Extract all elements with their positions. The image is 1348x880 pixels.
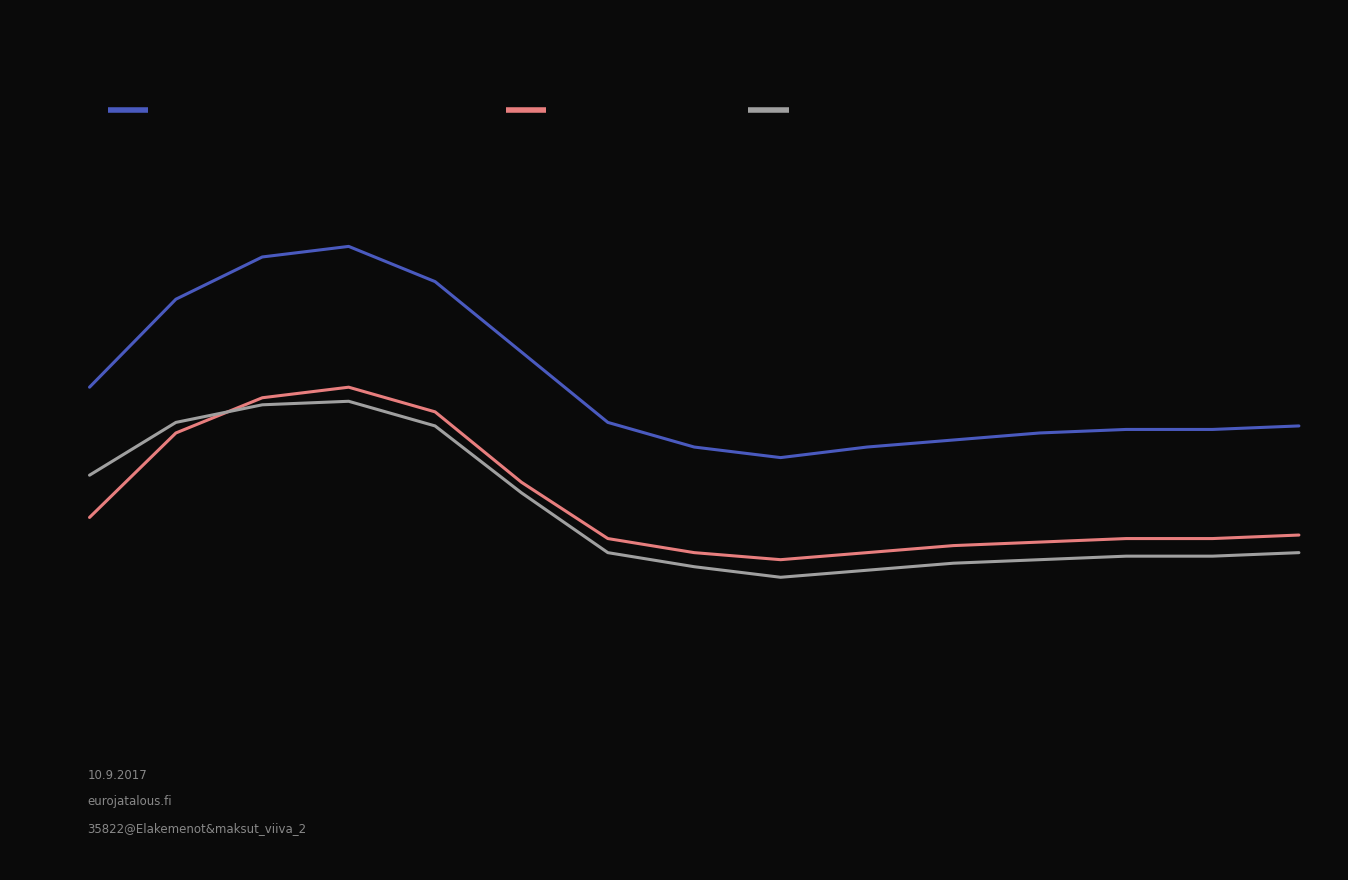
Text: 35822@Elakemenot&maksut_viiva_2: 35822@Elakemenot&maksut_viiva_2 — [88, 822, 307, 834]
Text: 10.9.2017: 10.9.2017 — [88, 769, 147, 781]
Text: eurojatalous.fi: eurojatalous.fi — [88, 796, 173, 808]
